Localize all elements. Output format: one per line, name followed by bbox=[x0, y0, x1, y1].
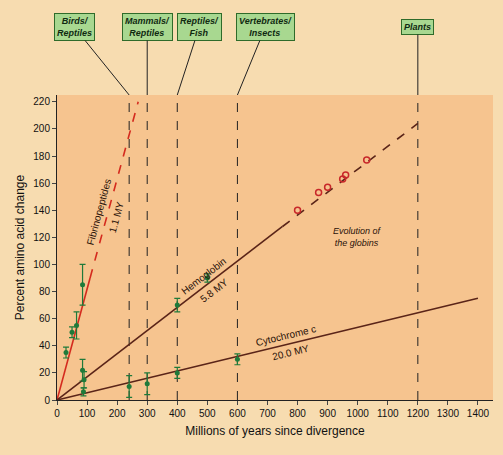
svg-text:200: 200 bbox=[109, 408, 126, 419]
svg-text:Plants: Plants bbox=[404, 22, 431, 32]
svg-text:Hemoglobin: Hemoglobin bbox=[179, 255, 228, 296]
svg-text:60: 60 bbox=[39, 313, 51, 324]
svg-text:140: 140 bbox=[33, 205, 50, 216]
svg-text:0: 0 bbox=[44, 395, 50, 406]
svg-text:5.8 MY: 5.8 MY bbox=[198, 276, 230, 304]
svg-text:100: 100 bbox=[33, 259, 50, 270]
svg-text:120: 120 bbox=[33, 232, 50, 243]
svg-text:800: 800 bbox=[289, 408, 306, 419]
svg-text:900: 900 bbox=[319, 408, 336, 419]
svg-text:180: 180 bbox=[33, 151, 50, 162]
svg-text:1400: 1400 bbox=[467, 408, 490, 419]
svg-text:20.0 MY: 20.0 MY bbox=[271, 343, 310, 363]
svg-text:Birds/Reptiles: Birds/Reptiles bbox=[57, 16, 92, 38]
svg-text:700: 700 bbox=[259, 408, 276, 419]
svg-text:1300: 1300 bbox=[437, 408, 460, 419]
svg-text:Vertebrates/Insects: Vertebrates/Insects bbox=[239, 16, 292, 38]
svg-text:600: 600 bbox=[229, 408, 246, 419]
svg-text:500: 500 bbox=[199, 408, 216, 419]
svg-text:1200: 1200 bbox=[407, 408, 430, 419]
svg-text:0: 0 bbox=[54, 408, 60, 419]
svg-text:200: 200 bbox=[33, 123, 50, 134]
svg-text:20: 20 bbox=[39, 367, 51, 378]
svg-text:1.1 MY: 1.1 MY bbox=[107, 200, 126, 234]
svg-text:160: 160 bbox=[33, 178, 50, 189]
svg-text:Reptiles/Fish: Reptiles/Fish bbox=[180, 16, 219, 38]
svg-text:80: 80 bbox=[39, 286, 51, 297]
svg-text:Mammals/Reptiles: Mammals/Reptiles bbox=[125, 16, 170, 38]
svg-text:220: 220 bbox=[33, 96, 50, 107]
svg-text:40: 40 bbox=[39, 340, 51, 351]
svg-text:Millions of years since diverg: Millions of years since divergence bbox=[185, 424, 365, 438]
svg-text:Evolution ofthe globins: Evolution ofthe globins bbox=[333, 226, 382, 248]
svg-text:300: 300 bbox=[139, 408, 156, 419]
svg-text:Cytochrome c: Cytochrome c bbox=[255, 323, 318, 348]
svg-text:100: 100 bbox=[79, 408, 96, 419]
svg-text:1000: 1000 bbox=[347, 408, 370, 419]
svg-text:1100: 1100 bbox=[377, 408, 399, 419]
svg-text:400: 400 bbox=[169, 408, 186, 419]
svg-text:Fibrinopeptides: Fibrinopeptides bbox=[85, 177, 114, 246]
svg-text:Percent amino acid change: Percent amino acid change bbox=[13, 174, 27, 320]
